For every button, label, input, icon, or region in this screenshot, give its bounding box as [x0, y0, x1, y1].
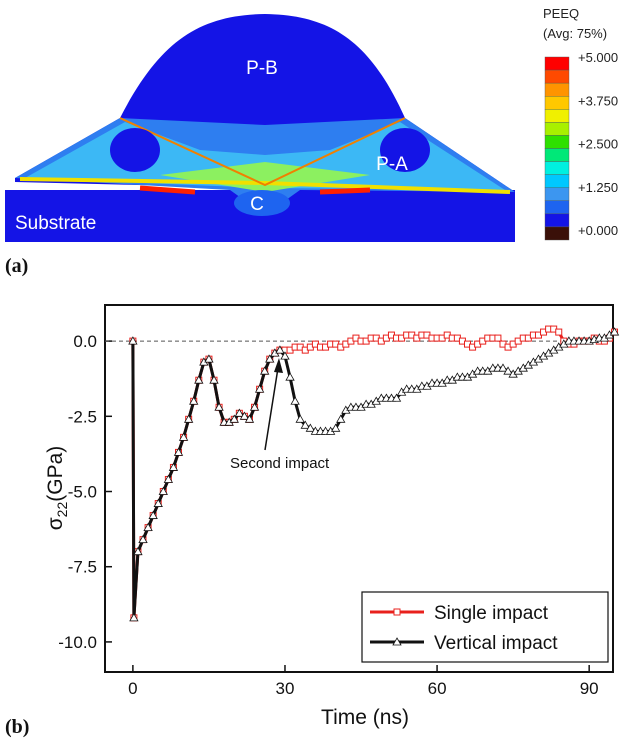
colorbar-swatch [545, 227, 569, 240]
colorbar-swatch [545, 214, 569, 227]
y-tick-label: -10.0 [58, 633, 97, 652]
colorbar-label: +1.250 [578, 180, 618, 195]
colorbar-label: +2.500 [578, 137, 618, 152]
marker [296, 415, 304, 422]
colorbar-swatch [545, 70, 569, 83]
marker [286, 373, 294, 380]
marker [556, 329, 562, 335]
marker [394, 609, 400, 615]
colorbar-title: PEEQ [543, 6, 579, 21]
x-axis-label: Time (ns) [321, 706, 409, 729]
region-label: Substrate [15, 213, 96, 234]
x-tick-label: 30 [276, 679, 295, 698]
panel-label: (b) [5, 716, 29, 738]
x-tick-label: 90 [580, 679, 599, 698]
region-label: P-B [246, 58, 278, 79]
colorbar-swatch [545, 83, 569, 96]
colorbar-swatch [545, 57, 569, 70]
colorbar-label: +3.750 [578, 93, 618, 108]
y-label-unit: (GPa) [44, 446, 67, 502]
colorbar-label: +0.000 [578, 223, 618, 238]
data-line [133, 329, 615, 618]
blue-spot [110, 128, 160, 172]
legend-label: Single impact [434, 603, 549, 624]
colorbar-label: +5.000 [578, 50, 618, 65]
colorbar-swatch [545, 175, 569, 188]
region-label: P-A [376, 154, 408, 175]
y-tick-label: 0.0 [73, 332, 97, 351]
y-label-symbol: σ [44, 517, 67, 530]
annotation-arrow [265, 368, 278, 450]
legend-label: Vertical impact [434, 633, 558, 654]
data-line [133, 332, 615, 618]
colorbar-swatch [545, 135, 569, 148]
marker [495, 335, 501, 341]
annotation-arrowhead [274, 358, 283, 373]
x-tick-label: 0 [128, 679, 137, 698]
y-axis-label: σ22(GPa) [44, 446, 70, 531]
figure: P-B P-A C Substrate PEEQ (Avg: 75%) (a) … [0, 0, 628, 741]
colorbar-swatch [545, 109, 569, 122]
page: P-B P-A C Substrate PEEQ (Avg: 75%) (a) … [0, 0, 628, 741]
colorbar-swatch [545, 201, 569, 214]
x-tick-label: 60 [428, 679, 447, 698]
colorbar-subtitle: (Avg: 75%) [543, 26, 607, 41]
panel-label: (a) [5, 255, 28, 277]
y-label-subscript: 22 [54, 502, 70, 518]
colorbar-swatch [545, 162, 569, 175]
y-tick-label: -5.0 [68, 483, 97, 502]
y-tick-label: -7.5 [68, 558, 97, 577]
annotation: Second impact [230, 455, 330, 472]
y-tick-label: -2.5 [68, 407, 97, 426]
region-label: C [250, 194, 264, 215]
colorbar-swatch [545, 149, 569, 162]
colorbar-swatch [545, 122, 569, 135]
colorbar-swatch [545, 188, 569, 201]
marker [291, 397, 299, 404]
series [129, 328, 619, 621]
colorbar-swatch [545, 96, 569, 109]
